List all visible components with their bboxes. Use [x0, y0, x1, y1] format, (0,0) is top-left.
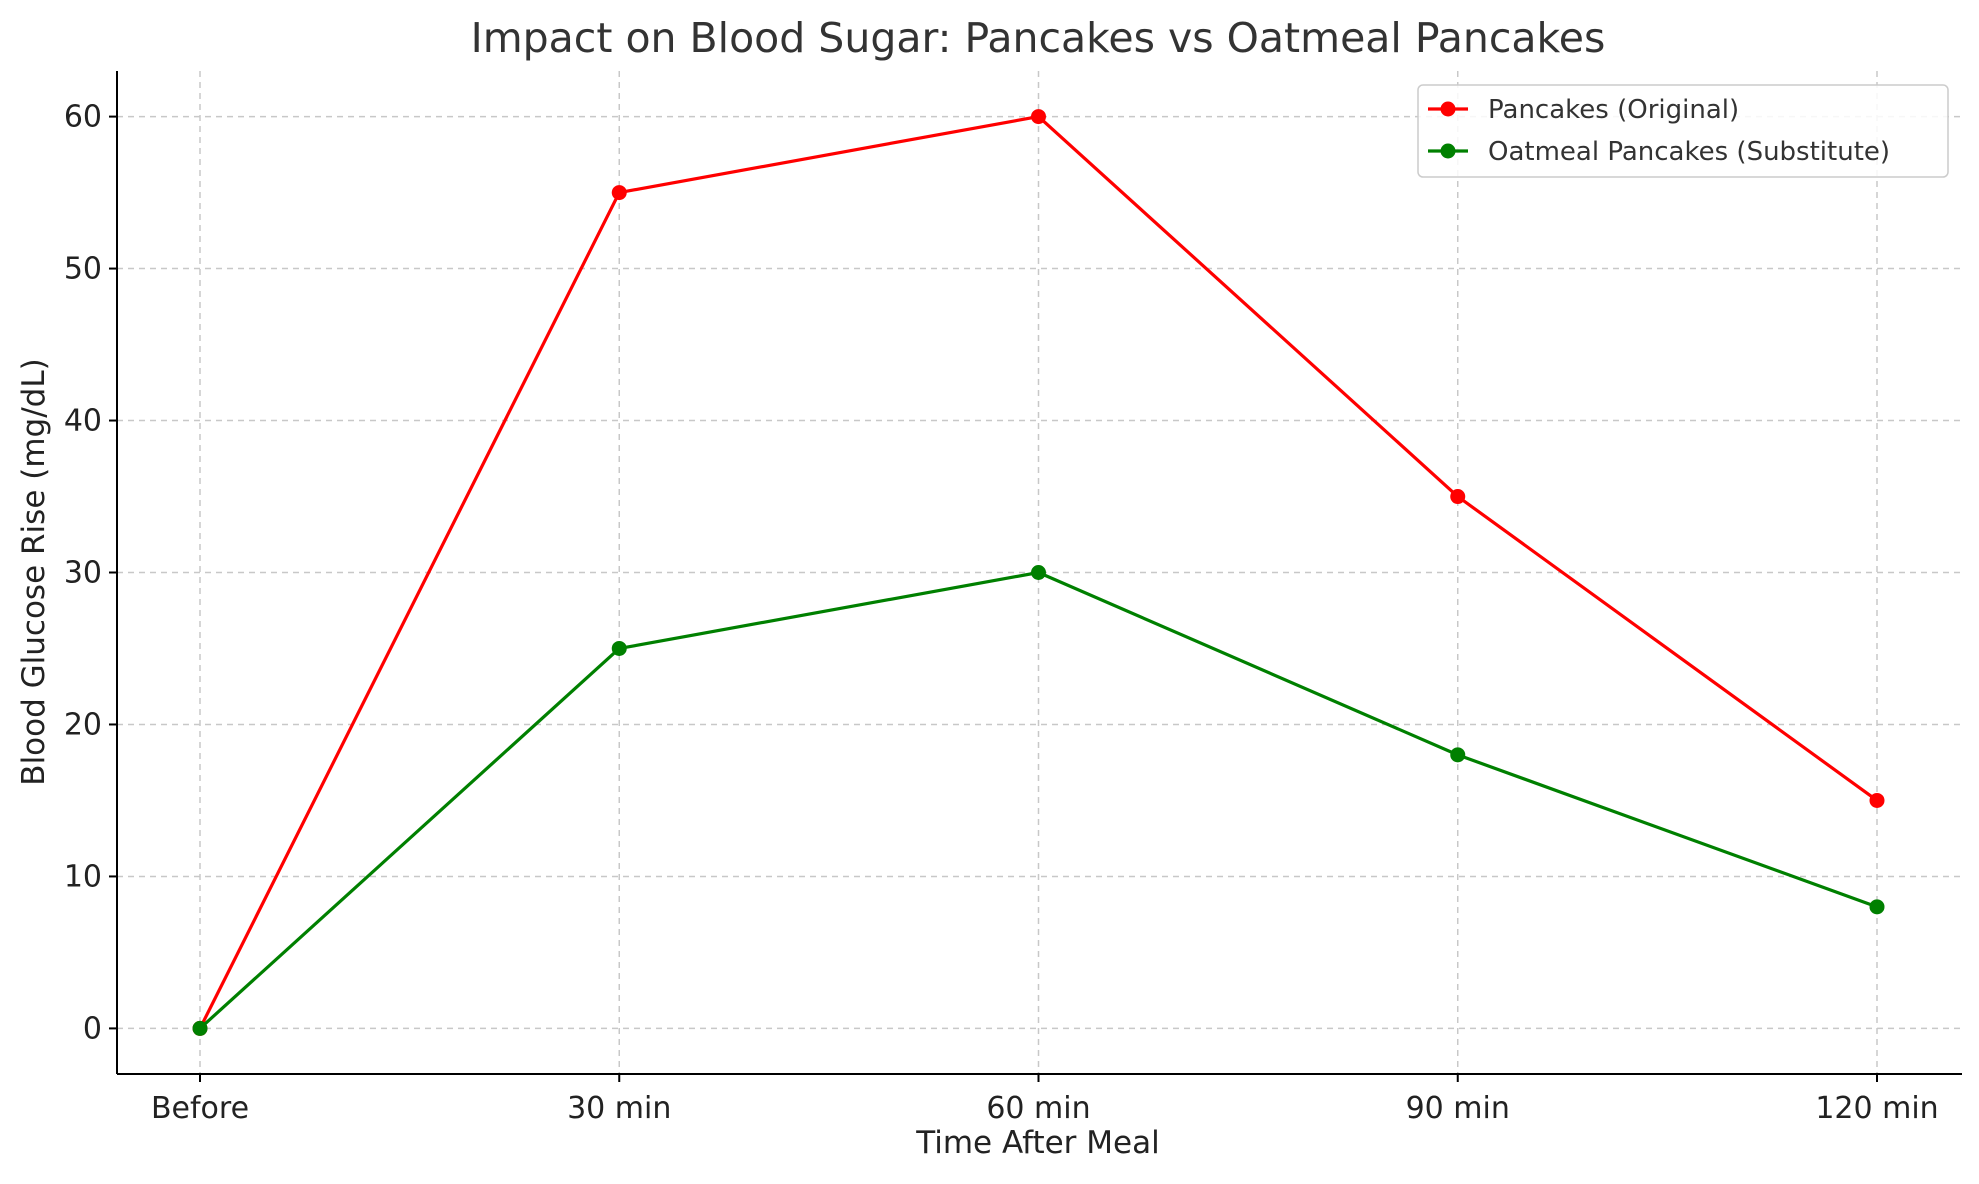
legend-label: Pancakes (Original) — [1488, 95, 1739, 125]
data-point — [1450, 747, 1466, 763]
x-axis-label: Time After Meal — [915, 1125, 1159, 1161]
x-tick-label: 60 min — [986, 1091, 1090, 1126]
data-point — [611, 185, 627, 201]
data-point — [611, 640, 627, 656]
data-point — [1031, 109, 1046, 125]
x-tick-label: 30 min — [567, 1091, 671, 1126]
data-point — [1869, 792, 1885, 808]
y-tick-label: 50 — [64, 252, 102, 287]
data-point — [1450, 489, 1466, 505]
x-tick-label: Before — [151, 1091, 249, 1126]
y-axis-label: Blood Glucose Rise (mg/dL) — [16, 358, 52, 785]
legend-label: Oatmeal Pancakes (Substitute) — [1488, 137, 1890, 167]
data-point — [1031, 565, 1046, 580]
legend-item: Oatmeal Pancakes (Substitute) — [1428, 137, 1890, 167]
y-tick-label: 0 — [83, 1011, 102, 1046]
y-tick-label: 30 — [64, 556, 102, 591]
legend: Pancakes (Original) Oatmeal Pancakes (Sub… — [1417, 84, 1949, 178]
x-tick-label: 120 min — [1815, 1091, 1938, 1126]
chart-title: Impact on Blood Sugar: Pancakes vs Oatme… — [471, 14, 1606, 62]
y-tick-label: 20 — [64, 707, 102, 742]
y-tick-label: 60 — [64, 100, 102, 135]
data-point — [192, 1020, 208, 1036]
x-tick-label: 90 min — [1406, 1091, 1510, 1126]
y-tick-label: 10 — [64, 859, 102, 894]
legend-box — [1417, 84, 1949, 178]
data-point — [1869, 899, 1885, 915]
grid — [117, 71, 1962, 1074]
axes: Before 30 min 60 min 90 min 120 min 0 10 20 30 40… — [64, 71, 1962, 1126]
series — [192, 109, 1885, 1036]
legend-marker — [1440, 101, 1456, 117]
legend-marker — [1440, 143, 1456, 159]
series-2 — [192, 565, 1885, 1036]
legend-item: Pancakes (Original) — [1428, 95, 1739, 125]
y-tick-label: 40 — [64, 404, 102, 439]
